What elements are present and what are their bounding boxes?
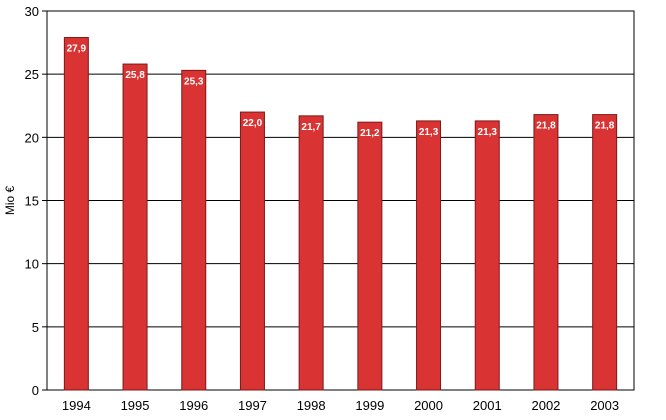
data-label-2000: 21,3 <box>419 127 439 138</box>
x-tick-label-1995: 1995 <box>121 398 150 413</box>
x-tick-label-1996: 1996 <box>179 398 208 413</box>
bar-2001 <box>474 120 500 391</box>
x-tick-label-1999: 1999 <box>355 398 384 413</box>
bar-2002 <box>533 114 559 391</box>
x-tick-label-2002: 2002 <box>531 398 560 413</box>
data-label-2001: 21,3 <box>478 127 498 138</box>
data-label-1999: 21,2 <box>360 128 380 139</box>
bar-2003 <box>592 114 618 391</box>
bar-2000 <box>416 120 442 391</box>
y-tick-label: 30 <box>25 4 39 19</box>
y-tick-label: 10 <box>25 257 39 272</box>
x-tick-label-1997: 1997 <box>238 398 267 413</box>
y-axis-label: Mio € <box>3 186 17 216</box>
bar-1996 <box>181 69 207 391</box>
bar-1994 <box>63 37 89 391</box>
x-tick-label-2000: 2000 <box>414 398 443 413</box>
bar-1997 <box>239 111 265 391</box>
x-tick-label-1998: 1998 <box>297 398 326 413</box>
data-labels: 27,9 25,8 25,3 22,0 21,7 21,2 21,3 21,3 21,8 21,8 <box>67 44 615 140</box>
x-tick-label-1994: 1994 <box>62 398 91 413</box>
data-label-1994: 27,9 <box>67 44 87 55</box>
y-tick-label: 5 <box>32 320 39 335</box>
data-label-1995: 25,8 <box>125 70 145 81</box>
y-tick-label: 25 <box>25 67 39 82</box>
bars <box>63 37 618 391</box>
x-axis-ticks: 1994 1995 1996 1997 1998 1999 2000 2001 2002 2003 <box>62 398 619 413</box>
x-tick-label-2003: 2003 <box>590 398 619 413</box>
bar-1995 <box>122 63 148 391</box>
data-label-1996: 25,3 <box>184 76 204 87</box>
y-axis-ticks: 0 5 10 15 20 25 30 <box>25 4 47 398</box>
bar-1998 <box>298 115 324 391</box>
bar-1999 <box>357 121 383 391</box>
data-label-1997: 22,0 <box>243 118 263 129</box>
y-tick-label: 0 <box>32 383 39 398</box>
data-label-1998: 21,7 <box>301 122 321 133</box>
data-label-2002: 21,8 <box>536 121 556 132</box>
y-tick-label: 20 <box>25 130 39 145</box>
data-label-2003: 21,8 <box>595 121 615 132</box>
x-tick-label-2001: 2001 <box>473 398 502 413</box>
y-tick-label: 15 <box>25 194 39 209</box>
